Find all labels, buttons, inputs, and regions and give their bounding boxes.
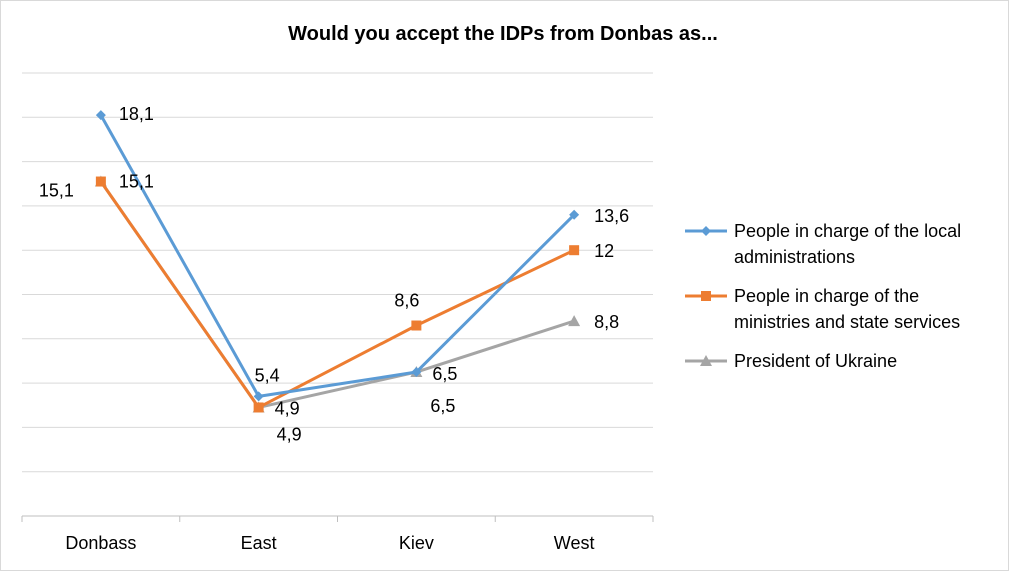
data-point <box>701 226 711 236</box>
series-1 <box>95 176 580 413</box>
data-label: 4,9 <box>277 424 302 444</box>
data-label: 15,1 <box>119 172 154 192</box>
data-point <box>411 367 422 378</box>
series-line <box>99 180 575 409</box>
data-point <box>569 209 580 220</box>
data-label: 15,1 <box>39 181 74 201</box>
gridlines <box>22 72 653 473</box>
x-tick-label: West <box>554 533 595 553</box>
x-tick-label: Kiev <box>399 533 434 553</box>
series-layer <box>94 110 581 413</box>
legend-label: People in charge of the <box>734 286 919 306</box>
data-label: 6,5 <box>430 396 455 416</box>
data-labels: 18,1 5,4 6,5 13,6 15,1 4,9 8,6 12 15,1 4,9 6,5 8,8 <box>39 104 629 444</box>
legend-item: People in charge of the ministries and st… <box>685 286 960 332</box>
x-tick-label: East <box>241 533 277 553</box>
data-point <box>411 320 422 331</box>
data-point <box>569 245 580 256</box>
data-point <box>568 315 581 327</box>
data-point <box>253 391 264 402</box>
data-label: 5,4 <box>255 365 280 385</box>
x-axis: Donbass East Kiev West <box>21 515 654 553</box>
data-label: 12 <box>594 241 614 261</box>
x-tick-label: Donbass <box>65 533 136 553</box>
legend-item: President of Ukraine <box>685 351 897 371</box>
data-label: 18,1 <box>119 104 154 124</box>
data-point <box>701 291 711 301</box>
chart-title: Would you accept the IDPs from Donbas as… <box>288 23 718 45</box>
data-point <box>253 402 264 413</box>
data-label: 8,8 <box>594 312 619 332</box>
legend-label: President of Ukraine <box>734 351 897 371</box>
data-label: 6,5 <box>432 364 457 384</box>
legend-label: People in charge of the local <box>734 221 961 241</box>
data-point <box>700 355 712 366</box>
series-0 <box>95 110 580 402</box>
legend-label: administrations <box>734 247 855 267</box>
data-label: 13,6 <box>594 206 629 226</box>
data-point <box>95 110 106 121</box>
data-point <box>95 176 106 187</box>
data-label: 8,6 <box>394 291 419 311</box>
data-label: 4,9 <box>275 398 300 418</box>
legend-label: ministries and state services <box>734 312 960 332</box>
series-line <box>99 114 576 398</box>
legend-item: People in charge of the local administrat… <box>685 221 961 267</box>
legend: People in charge of the local administrat… <box>685 221 961 371</box>
